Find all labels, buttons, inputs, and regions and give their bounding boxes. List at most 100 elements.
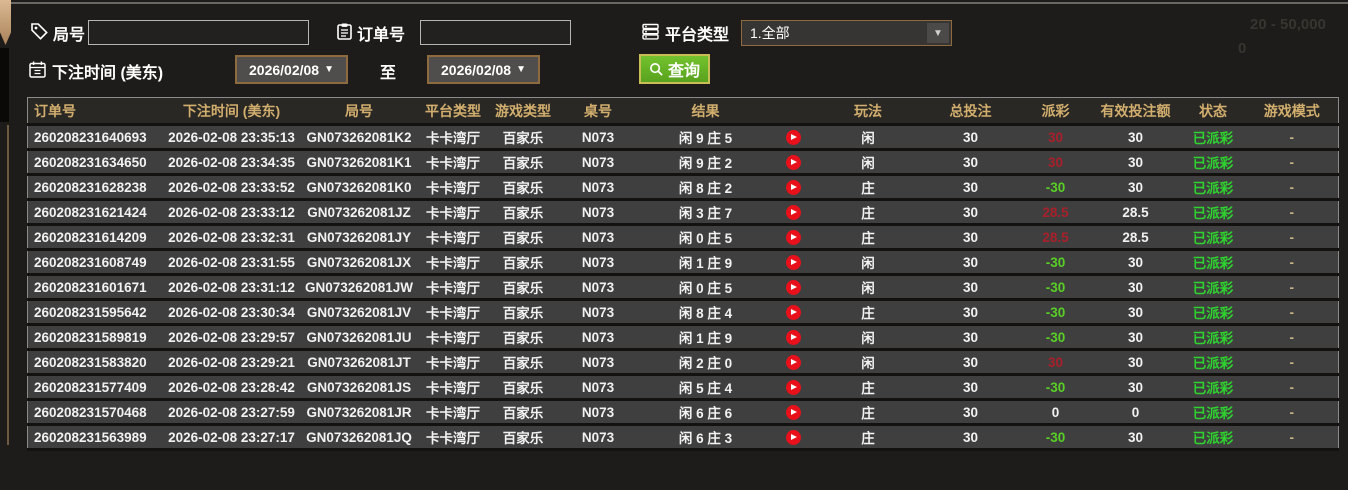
column-header (770, 97, 816, 126)
status-cell: 已派彩 (1180, 174, 1246, 201)
table-row: 260208231563989 2026-02-08 23:27:17 GN0732… (27, 424, 1339, 451)
total-bet-cell: 30 (920, 249, 1021, 276)
order-no-label: 订单号 (357, 27, 406, 44)
result-cell: 闲 6 庄 3 (640, 424, 771, 451)
game-type-cell: 百家乐 (490, 224, 556, 251)
table-no-cell: N073 (555, 424, 641, 451)
replay-cell (770, 224, 816, 251)
payout-cell: -30 (1020, 274, 1091, 301)
order-no-input[interactable] (420, 20, 571, 45)
table-no-cell: N073 (555, 324, 641, 351)
valid-bet-cell: 30 (1090, 424, 1181, 451)
result-cell: 闲 6 庄 6 (640, 399, 771, 426)
bet-time-cell: 2026-02-08 23:28:42 (160, 374, 303, 401)
table-row: 260208231570468 2026-02-08 23:27:59 GN0732… (27, 399, 1339, 426)
order-no-cell: 260208231595642 (27, 299, 161, 326)
round-no-cell: GN073262081JV (302, 299, 416, 326)
bet-time-cell: 2026-02-08 23:29:21 (160, 349, 303, 376)
valid-bet-cell: 30 (1090, 249, 1181, 276)
game-mode-cell: - (1245, 149, 1339, 176)
game-mode-cell: - (1245, 224, 1339, 251)
game-type-cell: 百家乐 (490, 249, 556, 276)
date-from-value: 2026/02/08 (249, 61, 320, 78)
bet-time-cell: 2026-02-08 23:33:12 (160, 199, 303, 226)
game-type-cell: 百家乐 (490, 274, 556, 301)
platform-type-selected-value: 1.全部 (750, 25, 790, 41)
game-mode-cell: - (1245, 399, 1339, 426)
status-cell: 已派彩 (1180, 224, 1246, 251)
replay-cell (770, 274, 816, 301)
valid-bet-cell: 28.5 (1090, 199, 1181, 226)
replay-play-icon[interactable] (785, 179, 801, 195)
payout-cell: -30 (1020, 249, 1091, 276)
table-no-cell: N073 (555, 199, 641, 226)
replay-play-icon[interactable] (785, 304, 801, 320)
search-button[interactable]: 查询 (639, 54, 711, 84)
game-mode-cell: - (1245, 199, 1339, 226)
date-from-picker[interactable]: 2026/02/08 ▼ (235, 55, 348, 84)
column-header: 结果 (640, 97, 771, 126)
clipboard-icon (335, 22, 354, 41)
chevron-down-icon: ▼ (927, 23, 949, 43)
platform-type-label: 平台类型 (665, 27, 730, 44)
total-bet-cell: 30 (920, 324, 1021, 351)
date-range-to-label: 至 (380, 65, 397, 82)
faint-background-text-2: 0 (1238, 40, 1247, 57)
replay-play-icon[interactable] (785, 154, 801, 170)
platform-type-select[interactable]: 1.全部 ▼ (741, 20, 952, 46)
replay-play-icon[interactable] (785, 329, 801, 345)
game-type-cell: 百家乐 (490, 399, 556, 426)
replay-play-icon[interactable] (785, 379, 801, 395)
total-bet-cell: 30 (920, 124, 1021, 151)
valid-bet-cell: 30 (1090, 274, 1181, 301)
column-header: 桌号 (555, 97, 641, 126)
bet-side-cell: 庄 (815, 399, 921, 426)
game-mode-cell: - (1245, 374, 1339, 401)
column-header: 有效投注额 (1090, 97, 1181, 126)
platform-cell: 卡卡湾厅 (415, 174, 491, 201)
game-mode-cell: - (1245, 174, 1339, 201)
replay-play-icon[interactable] (785, 279, 801, 295)
round-no-cell: GN073262081JU (302, 324, 416, 351)
status-cell: 已派彩 (1180, 374, 1246, 401)
replay-play-icon[interactable] (785, 404, 801, 420)
bet-time-cell: 2026-02-08 23:29:57 (160, 324, 303, 351)
date-to-picker[interactable]: 2026/02/08 ▼ (427, 55, 540, 84)
result-cell: 闲 0 庄 5 (640, 274, 771, 301)
order-no-cell: 260208231614209 (27, 224, 161, 251)
replay-play-icon[interactable] (785, 129, 801, 145)
left-edge-wedge (0, 0, 11, 45)
platform-cell: 卡卡湾厅 (415, 349, 491, 376)
game-type-cell: 百家乐 (490, 124, 556, 151)
result-cell: 闲 0 庄 5 (640, 224, 771, 251)
table-no-cell: N073 (555, 299, 641, 326)
round-no-cell: GN073262081JW (302, 274, 416, 301)
table-no-cell: N073 (555, 399, 641, 426)
table-row: 260208231634650 2026-02-08 23:34:35 GN0732… (27, 149, 1339, 176)
order-no-cell: 260208231589819 (27, 324, 161, 351)
game-mode-cell: - (1245, 349, 1339, 376)
table-row: 260208231595642 2026-02-08 23:30:34 GN0732… (27, 299, 1339, 326)
payout-cell: -30 (1020, 324, 1091, 351)
replay-play-icon[interactable] (785, 229, 801, 245)
round-no-cell: GN073262081K1 (302, 149, 416, 176)
round-no-input[interactable] (88, 20, 309, 45)
round-no-cell: GN073262081JQ (302, 424, 416, 451)
column-header: 游戏类型 (490, 97, 556, 126)
table-row: 260208231583820 2026-02-08 23:29:21 GN0732… (27, 349, 1339, 376)
game-type-cell: 百家乐 (490, 174, 556, 201)
replay-play-icon[interactable] (785, 354, 801, 370)
replay-cell (770, 399, 816, 426)
total-bet-cell: 30 (920, 399, 1021, 426)
game-type-cell: 百家乐 (490, 299, 556, 326)
game-type-cell: 百家乐 (490, 349, 556, 376)
bet-side-cell: 闲 (815, 274, 921, 301)
replay-play-icon[interactable] (785, 204, 801, 220)
game-type-cell: 百家乐 (490, 199, 556, 226)
bet-time-label: 下注时间 (美东) (52, 65, 164, 82)
round-no-cell: GN073262081K2 (302, 124, 416, 151)
replay-play-icon[interactable] (785, 254, 801, 270)
valid-bet-cell: 30 (1090, 174, 1181, 201)
replay-play-icon[interactable] (785, 429, 801, 445)
table-no-cell: N073 (555, 224, 641, 251)
